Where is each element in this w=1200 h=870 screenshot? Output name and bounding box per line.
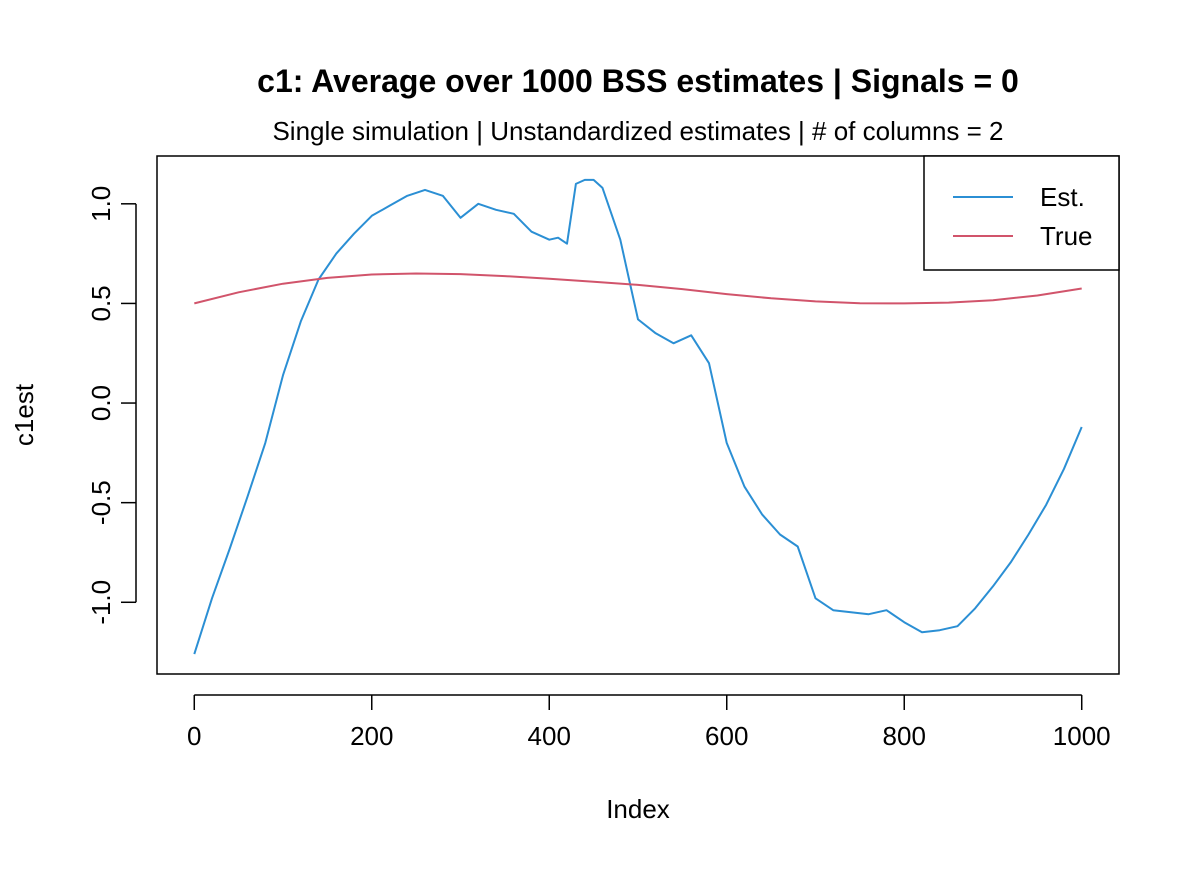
legend-label-est: Est. [1040, 182, 1085, 212]
y-tick-label: -0.5 [86, 480, 116, 525]
y-tick-label: 1.0 [86, 186, 116, 222]
series-line-est [193, 178, 1083, 655]
legend: Est. True [923, 155, 1120, 271]
x-tick-label: 1000 [1053, 721, 1111, 751]
x-axis-label: Index [606, 794, 670, 824]
y-axis-label: c1est [9, 383, 39, 446]
x-tick-label: 400 [528, 721, 571, 751]
series-layer [193, 178, 1083, 655]
y-tick-label: 0.0 [86, 385, 116, 421]
chart-subtitle: Single simulation | Unstandardized estim… [272, 116, 1003, 146]
x-tick-label: 0 [187, 721, 201, 751]
legend-label-true: True [1040, 221, 1093, 251]
series-line-true [194, 272, 1082, 305]
legend-box [923, 155, 1120, 271]
plot-frame [156, 155, 1120, 675]
x-tick-label: 800 [883, 721, 926, 751]
x-tick-label: 200 [350, 721, 393, 751]
y-axis: -1.0 -0.5 0.0 0.5 1.0 [86, 186, 137, 625]
y-tick-label: -1.0 [86, 580, 116, 625]
y-tick-label: 0.5 [86, 285, 116, 321]
x-axis: 0 200 400 600 800 1000 [187, 694, 1111, 751]
x-tick-label: 600 [705, 721, 748, 751]
chart-title: c1: Average over 1000 BSS estimates | Si… [257, 63, 1019, 99]
